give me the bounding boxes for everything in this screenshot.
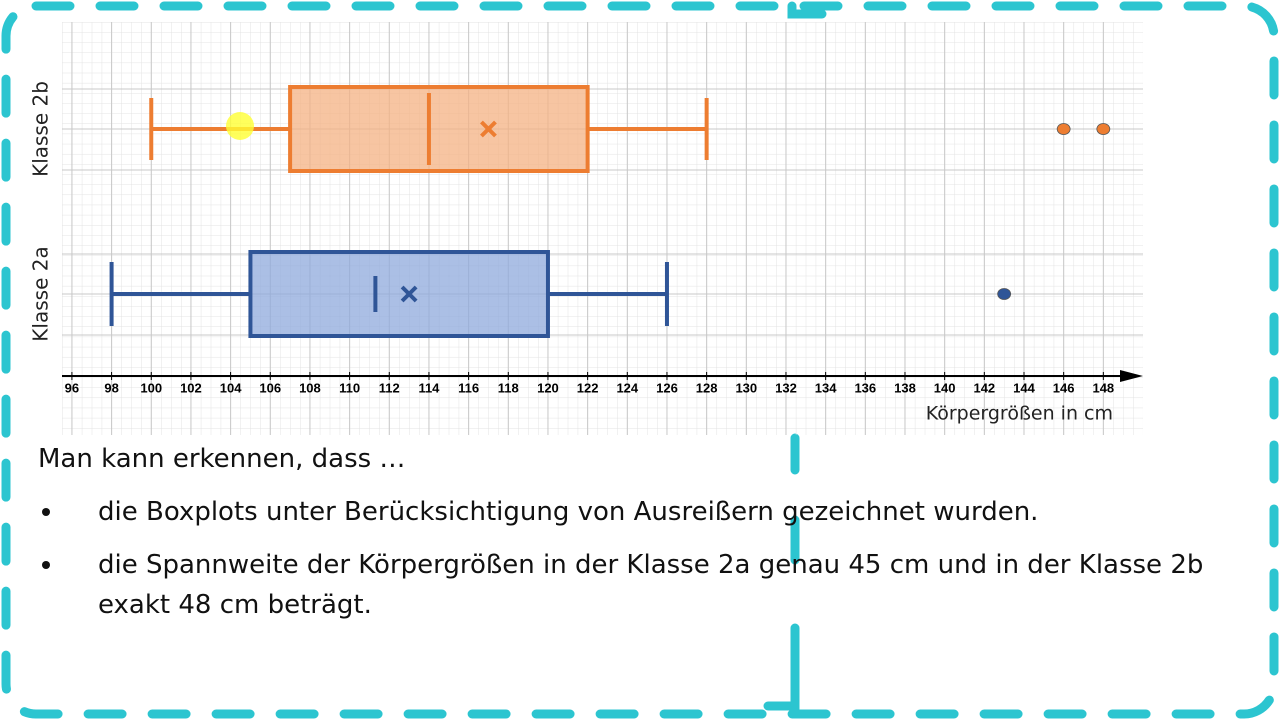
cursor-highlight <box>226 112 254 140</box>
x-tick-label: 148 <box>1092 380 1114 395</box>
minor-grid <box>62 22 1143 435</box>
outlier <box>1096 123 1111 135</box>
mean-marker <box>400 285 418 303</box>
bullet-dot <box>42 508 50 516</box>
x-axis-label: Körpergrößen in cm <box>926 403 1113 425</box>
x-tick-label: 120 <box>537 380 559 395</box>
intro-text: Man kann erkennen, dass … <box>38 444 406 474</box>
x-tick-label: 126 <box>656 380 678 395</box>
x-tick-label: 134 <box>815 380 837 395</box>
outlier <box>1056 123 1071 135</box>
mean-marker <box>480 120 497 138</box>
box <box>288 85 590 173</box>
x-tick-label: 146 <box>1053 380 1075 395</box>
x-tick-label: 112 <box>379 380 400 395</box>
x-tick-label: 130 <box>735 380 757 395</box>
x-tick-label: 116 <box>458 380 479 395</box>
x-tick-label: 118 <box>498 380 519 395</box>
x-tick-label: 98 <box>104 380 118 395</box>
bullet-text: die Boxplots unter Berücksichtigung von … <box>98 497 1039 527</box>
x-tick-label: 114 <box>418 380 440 395</box>
x-tick-label: 102 <box>180 380 202 395</box>
x-tick-label: 110 <box>339 380 360 395</box>
y-category-label: Klasse 2a <box>29 246 53 341</box>
x-tick-label: 106 <box>259 380 281 395</box>
x-tick-label: 144 <box>1013 380 1035 395</box>
x-tick-label: 124 <box>616 380 638 395</box>
x-tick-label: 136 <box>854 380 876 395</box>
bullet-dot <box>42 561 50 569</box>
bullet-item: die Spannweite der Körpergrößen in der K… <box>42 545 1218 625</box>
bullet-text: die Spannweite der Körpergrößen in der K… <box>98 550 1204 620</box>
y-category-label: Klasse 2b <box>29 81 53 177</box>
x-tick-label: 122 <box>577 380 599 395</box>
x-tick-label: 132 <box>775 380 797 395</box>
outlier <box>997 288 1012 300</box>
x-tick-label: 108 <box>299 380 321 395</box>
x-tick-label: 142 <box>973 380 995 395</box>
x-tick-label: 104 <box>220 380 242 395</box>
box <box>248 250 550 338</box>
x-tick-label: 96 <box>65 380 79 395</box>
bullet-item: die Boxplots unter Berücksichtigung von … <box>42 492 1218 532</box>
x-tick-label: 100 <box>140 380 162 395</box>
x-tick-label: 138 <box>894 380 916 395</box>
x-tick-label: 140 <box>934 380 956 395</box>
axis-arrow <box>1120 370 1143 382</box>
x-tick-label: 128 <box>696 380 718 395</box>
